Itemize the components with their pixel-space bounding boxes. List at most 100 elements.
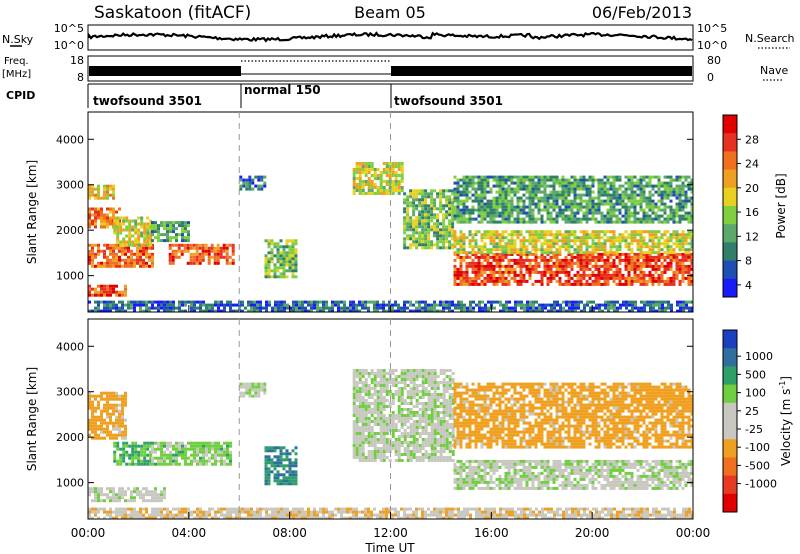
power-color-step <box>723 260 737 280</box>
y-tick-label: 3000 <box>56 386 84 399</box>
freq-label-1: Freq. <box>4 56 29 67</box>
nave-tick-top: 80 <box>707 54 721 67</box>
velocity-color-step <box>723 439 737 458</box>
date-title: 06/Feb/2013 <box>592 3 692 22</box>
x-tick-label: 16:00 <box>474 526 509 540</box>
velocity-colorbar: 1000 500 100 25 -25 -100 -500 -1000 Velocity [m… <box>722 329 793 513</box>
velocity-color-step <box>723 493 737 513</box>
power-scale-tick: 12 <box>745 230 759 243</box>
x-tick-label: 04:00 <box>172 526 207 540</box>
cpid-label: CPID <box>6 89 35 102</box>
nave-label: Nave <box>760 64 788 77</box>
velocity-color-step <box>723 457 737 477</box>
power-color-step <box>723 187 737 207</box>
heatmap-region-12 <box>453 230 693 255</box>
nsearch-tick-bottom: 10^0 <box>697 39 727 52</box>
velocity-scale-tick: 1000 <box>745 350 773 363</box>
x-tick-label: 00:00 <box>676 526 711 540</box>
heatmap-region-4 <box>113 216 153 247</box>
power-color-step <box>723 206 737 225</box>
power-panel: 1000 2000 3000 4000 Slant Range [km] <box>25 111 694 313</box>
heatmap-region-2 <box>88 207 121 229</box>
velocity-ylabel: Slant Range [km] <box>25 367 39 471</box>
heatmap-region-9 <box>352 162 404 195</box>
x-tick-label: 20:00 <box>575 526 610 540</box>
heatmap-region-14 <box>88 300 693 312</box>
freq-tick-top: 18 <box>70 54 84 67</box>
velocity-scale-tick: -500 <box>745 459 770 472</box>
nsearch-tick-top: 10^5 <box>697 22 727 35</box>
power-scale-tick: 20 <box>745 182 759 195</box>
y-tick-label: 2000 <box>56 431 84 444</box>
nsearch-label: N.Search <box>745 32 795 45</box>
cpid-segment-1: twofsound 3501 <box>93 94 202 108</box>
x-tick-label: 00:00 <box>71 526 106 540</box>
cpid-segment-2: normal 150 <box>244 83 321 97</box>
velocity-color-step <box>723 366 737 386</box>
heatmap-region-11 <box>453 252 693 286</box>
y-tick-label: 1000 <box>56 477 84 490</box>
power-color-step <box>723 242 737 262</box>
velocity-scale-tick: 25 <box>745 405 759 418</box>
velocity-scale-tick: -1000 <box>745 478 777 491</box>
velocity-color-step <box>723 384 737 404</box>
velocity-scale-tick: -100 <box>745 441 770 454</box>
heatmap-region-10 <box>403 189 455 250</box>
velocity-color-step <box>723 348 737 367</box>
y-tick-label: 1000 <box>56 270 84 283</box>
power-color-step <box>723 224 737 243</box>
power-scale-tick: 24 <box>745 158 759 171</box>
freq-panel: Freq. [MHz] 18 8 80 0 Nave <box>2 54 788 84</box>
station-title: Saskatoon (fitACF) <box>94 3 251 23</box>
velocity-color-step <box>723 402 737 422</box>
cpid-segment-3: twofsound 3501 <box>394 94 503 108</box>
power-scale-tick: 16 <box>745 206 759 219</box>
heatmap-region-5 <box>151 221 190 243</box>
velocity-scale-tick: 500 <box>745 368 766 381</box>
power-scale-tick: 4 <box>745 279 752 292</box>
velocity-color-step <box>723 330 737 349</box>
nsky-tick-bottom: 10^0 <box>54 39 84 52</box>
heatmap-region-0 <box>88 284 127 297</box>
x-tick-label: 12:00 <box>373 526 408 540</box>
x-axis: 00:00 04:00 08:00 12:00 16:00 20:00 00:00 <box>71 305 711 540</box>
heatmap-region-7 <box>453 459 693 490</box>
x-axis-label: Time UT <box>364 541 415 554</box>
heatmap-region-7 <box>239 175 267 191</box>
beam-title: Beam 05 <box>354 3 426 22</box>
y-tick-label: 4000 <box>56 340 84 353</box>
y-tick-label: 2000 <box>56 224 84 237</box>
velocity-color-step <box>723 475 737 495</box>
heatmap-region-3 <box>151 441 232 466</box>
heatmap-region-6 <box>168 243 235 265</box>
velocity-heatmap <box>88 369 693 519</box>
heatmap-region-1 <box>88 243 154 268</box>
freq-label-2: [MHz] <box>2 69 31 80</box>
heatmap-region-8 <box>264 239 298 279</box>
heatmap-region-6 <box>352 369 455 462</box>
heatmap-region-13 <box>453 175 693 224</box>
heatmap-region-0 <box>88 487 166 503</box>
nsky-trace <box>87 31 693 43</box>
velocity-scale-tick: -25 <box>745 423 763 436</box>
heatmap-region-8 <box>453 382 693 449</box>
nsky-panel: N.Sky 10^5 10^0 10^5 10^0 N.Search <box>2 22 795 52</box>
power-scale-tick: 8 <box>745 255 752 268</box>
heatmap-region-9 <box>88 507 693 519</box>
cpid-row: CPID twofsound 3501 normal 150 twofsound… <box>6 83 693 108</box>
nsky-label: N.Sky <box>2 33 34 46</box>
power-color-step <box>723 278 737 298</box>
x-tick-label: 08:00 <box>272 526 307 540</box>
power-scale-label: Power [dB] <box>774 173 788 238</box>
power-scale-tick: 28 <box>745 133 759 146</box>
freq-bar-3 <box>391 66 692 76</box>
velocity-color-step <box>723 421 737 440</box>
y-tick-label: 3000 <box>56 179 84 192</box>
velocity-panel: 1000 2000 3000 4000 Slant Range [km] <box>25 318 694 520</box>
power-color-step <box>723 151 737 171</box>
nave-tick-bottom: 0 <box>707 71 714 84</box>
power-color-step <box>723 169 737 189</box>
y-tick-label: 4000 <box>56 133 84 146</box>
heatmap-region-1 <box>88 391 127 440</box>
